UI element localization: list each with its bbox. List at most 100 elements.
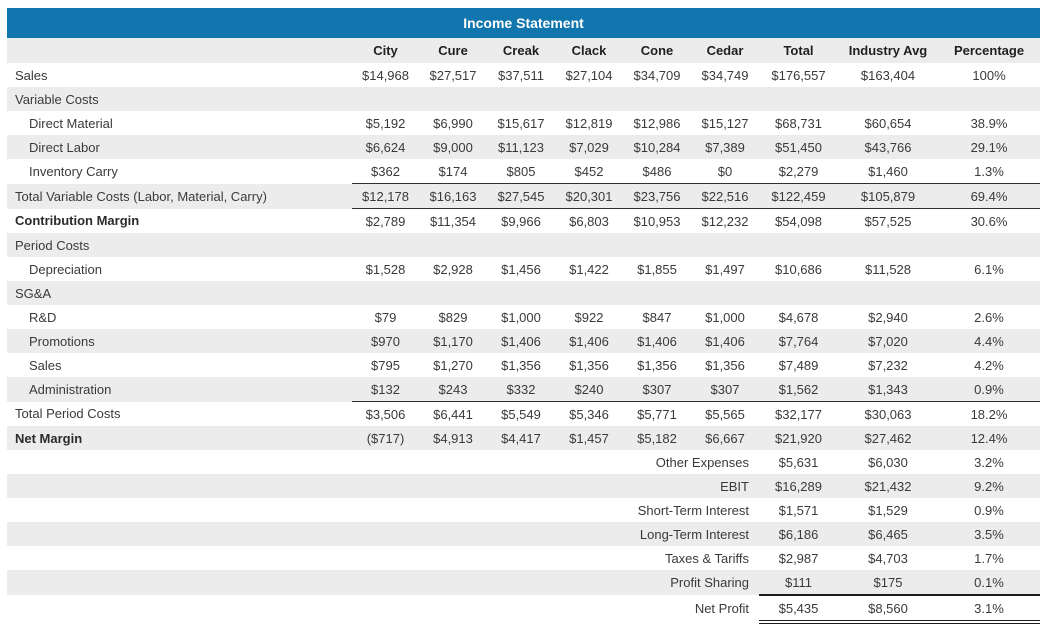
cell-value: 12.4% <box>938 426 1040 450</box>
empty-cell <box>352 233 1040 257</box>
cell-value: $1,571 <box>778 502 819 518</box>
cell-value: $21,432 <box>838 474 938 498</box>
cell-value: $6,667 <box>691 426 759 450</box>
cell-value: $1,343 <box>838 377 938 402</box>
cell-value: $22,516 <box>691 183 759 209</box>
cell-value: $1,000 <box>501 309 541 325</box>
column-header: Industry Avg <box>838 38 938 63</box>
cell-value: $176,557 <box>771 67 826 83</box>
cell-value: $5,435 <box>759 594 838 624</box>
row-label: Contribution Margin <box>15 213 140 229</box>
cell-value: 4.4% <box>938 329 1040 353</box>
cell-value: $6,990 <box>433 115 473 131</box>
table-body: Sales $14,968 $27,517 $37,511 $27,104 $34,709… <box>7 63 1040 624</box>
cell-value: $1,855 <box>637 261 677 277</box>
row-label: Net Profit <box>694 601 749 616</box>
report-title: Income Statement <box>463 15 584 31</box>
row-label: Long-Term Interest <box>7 522 759 546</box>
cell-value: $362 <box>371 163 400 179</box>
cell-value: $4,678 <box>778 309 819 325</box>
row-label: Sales <box>15 67 48 83</box>
cell-value: $11,528 <box>864 261 912 277</box>
cell-value: $7,029 <box>555 135 623 159</box>
cell-value: $23,756 <box>623 183 691 209</box>
column-header: Percentage <box>938 38 1040 63</box>
cell-value: $5,182 <box>623 426 691 450</box>
row-label: Direct Labor <box>7 135 352 159</box>
cell-value: $6,465 <box>838 522 938 546</box>
cell-value: $105,879 <box>838 183 938 209</box>
cell-value: 3.2% <box>974 454 1004 470</box>
column-header: Total <box>759 38 838 63</box>
cell-value: $34,709 <box>633 67 681 83</box>
cell-value: $5,631 <box>778 454 819 470</box>
cell-value: $5,565 <box>691 401 759 426</box>
cell-value: $1,356 <box>501 357 541 373</box>
cell-value: $2,279 <box>778 163 819 179</box>
cell-value: $4,913 <box>419 426 487 450</box>
cell-value: $7,232 <box>868 357 908 373</box>
row-label: Promotions <box>7 329 352 353</box>
table-row: Other Expenses $5,631 $6,030 3.2% <box>7 450 1040 474</box>
row-label: Total Variable Costs (Labor, Material, C… <box>7 183 352 209</box>
cell-value: 3.1% <box>938 594 1040 624</box>
cell-value: $1,356 <box>637 357 677 373</box>
cell-value: 2.6% <box>974 309 1004 325</box>
cell-value: $12,232 <box>701 213 749 229</box>
cell-value: $1,406 <box>555 329 623 353</box>
table-row: Net Profit $5,435 $8,560 3.1% <box>7 594 1040 624</box>
cell-value: $8,560 <box>838 594 938 624</box>
cell-value: $243 <box>419 377 487 402</box>
cell-value: $1,356 <box>569 357 609 373</box>
cell-value: $1,460 <box>868 163 908 179</box>
cell-value: $795 <box>371 357 400 373</box>
section-label: SG&A <box>7 281 352 305</box>
cell-value: $12,986 <box>633 115 681 131</box>
cell-value: $1,000 <box>705 309 745 325</box>
row-label: Inventory Carry <box>29 163 118 179</box>
cell-value: 29.1% <box>938 135 1040 159</box>
cell-value: $132 <box>352 377 419 402</box>
cell-value: $7,389 <box>691 135 759 159</box>
cell-value: $30,063 <box>838 401 938 426</box>
cell-value: $11,123 <box>487 135 555 159</box>
cell-value: $5,346 <box>555 401 623 426</box>
cell-value: 18.2% <box>938 401 1040 426</box>
cell-value: $20,301 <box>555 183 623 209</box>
row-label: R&D <box>29 309 57 325</box>
cell-value: $7,020 <box>838 329 938 353</box>
cell-value: $2,987 <box>778 550 819 566</box>
section-header-row: SG&A <box>7 281 1040 305</box>
cell-value: $174 <box>438 163 468 179</box>
income-statement-report: Income Statement City Cure Creak Clack Cone C… <box>7 8 1040 624</box>
table-row: Direct Material $5,192 $6,990 $15,617 $12,81… <box>7 111 1040 135</box>
row-label: Administration <box>7 377 352 402</box>
cell-value: $805 <box>506 163 536 179</box>
cell-value: $970 <box>352 329 419 353</box>
cell-value: 1.7% <box>974 550 1004 566</box>
cell-value: $11,354 <box>429 213 477 229</box>
cell-value: $15,617 <box>497 115 545 131</box>
cell-value: 3.5% <box>938 522 1040 546</box>
column-header: City <box>352 38 419 63</box>
cell-value: $10,284 <box>623 135 691 159</box>
cell-value: $1,528 <box>365 261 406 277</box>
table-row: R&D $79 $829 $1,000 $922 $847 $1,000 $4,678 $2,9… <box>7 305 1040 329</box>
cell-value: $1,497 <box>705 261 745 277</box>
cell-value: $1,406 <box>487 329 555 353</box>
cell-value: 38.9% <box>970 115 1008 131</box>
cell-value: $2,940 <box>868 309 908 325</box>
cell-value: 9.2% <box>938 474 1040 498</box>
table-row: Sales $14,968 $27,517 $37,511 $27,104 $34,709… <box>7 63 1040 87</box>
row-label: Profit Sharing <box>7 570 759 595</box>
cell-value: $111 <box>759 570 838 595</box>
cell-value: $57,525 <box>864 213 912 229</box>
cell-value: $10,686 <box>775 261 822 277</box>
cell-value: $6,624 <box>352 135 419 159</box>
cell-value: $2,928 <box>433 261 473 277</box>
cell-value: $922 <box>574 309 604 325</box>
cell-value: $7,764 <box>759 329 838 353</box>
cell-value: $5,771 <box>623 401 691 426</box>
cell-value: $27,517 <box>429 67 477 83</box>
cell-value: $14,968 <box>362 67 409 83</box>
